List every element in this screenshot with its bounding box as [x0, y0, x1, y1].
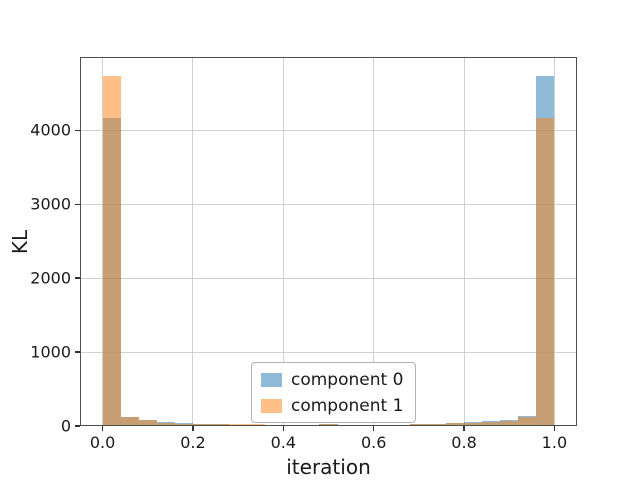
- x-tick-mark: [553, 426, 556, 431]
- x-axis-label: iteration: [286, 455, 371, 479]
- histogram-bar: [373, 424, 392, 426]
- y-tick-label: 1000: [30, 342, 71, 362]
- y-tick-mark: [75, 425, 80, 427]
- x-tick-mark: [101, 426, 104, 431]
- gridline-horizontal: [80, 129, 577, 131]
- histogram-bar: [319, 423, 338, 426]
- x-tick-mark: [463, 426, 465, 431]
- histogram-bar: [192, 424, 212, 426]
- y-tick-mark: [75, 129, 80, 131]
- bars-layer: [80, 57, 577, 426]
- histogram-bar: [482, 421, 501, 426]
- histogram-bar: [536, 118, 555, 426]
- legend-label: component 1: [291, 396, 404, 416]
- histogram-bar: [229, 424, 248, 426]
- y-tick-label: 4000: [30, 120, 71, 140]
- legend-item: component 0: [261, 370, 403, 390]
- gridline-vertical: [553, 57, 555, 426]
- plot-area: 0.0 0.2 0.4 0.6 0.8 1.0 0 1000 2000 3000 4000 iter…: [8, 57, 577, 479]
- gridline-vertical: [192, 57, 194, 426]
- histogram-bar: [174, 423, 193, 426]
- x-tick-mark: [192, 426, 194, 431]
- x-tick-mark: [282, 426, 284, 431]
- histogram-bar: [464, 422, 483, 426]
- gridline-horizontal: [80, 203, 577, 205]
- x-tick-mark: [373, 426, 375, 431]
- histogram-bar: [247, 424, 266, 426]
- histogram-bar: [156, 422, 175, 426]
- histogram-bar: [265, 424, 284, 426]
- y-tick-mark: [75, 351, 80, 353]
- histogram-bar: [518, 416, 537, 426]
- x-tick-label: 0.2: [180, 433, 206, 452]
- gridline-vertical: [282, 57, 284, 426]
- gridline-horizontal: [80, 351, 577, 353]
- histogram-bar: [500, 420, 519, 426]
- x-tick-label: 0.6: [360, 433, 387, 452]
- y-tick-label: 2000: [30, 268, 71, 288]
- histogram-bar: [102, 76, 121, 426]
- histogram-bar: [427, 423, 446, 426]
- gridline-vertical: [373, 57, 375, 426]
- y-tick-mark: [75, 277, 80, 279]
- histogram-bar: [409, 424, 428, 426]
- histogram-bar: [138, 419, 157, 426]
- x-tick-label: 0.4: [270, 433, 297, 452]
- histogram-bar: [355, 424, 374, 426]
- x-tick-label: 0.8: [451, 433, 477, 452]
- y-axis-label: KL: [8, 229, 33, 254]
- histogram-bar: [391, 424, 410, 426]
- gridline-horizontal: [80, 277, 577, 279]
- x-tick-label: 1.0: [541, 433, 568, 452]
- legend: component 0 component 1: [251, 362, 417, 423]
- histogram-bar: [211, 424, 230, 426]
- histogram-bar: [337, 424, 356, 426]
- histogram-bar: [283, 424, 302, 426]
- legend-item: component 1: [261, 396, 403, 416]
- legend-swatch: [261, 399, 282, 413]
- y-tick-label: 0: [60, 416, 71, 436]
- legend-swatch: [261, 373, 282, 387]
- histogram-bar: [445, 423, 465, 426]
- y-tick-label: 3000: [30, 194, 71, 214]
- x-tick-label: 0.0: [89, 433, 116, 452]
- legend-label: component 0: [291, 370, 404, 390]
- histogram-bar: [301, 424, 320, 426]
- gridline-vertical: [463, 57, 465, 426]
- y-tick-mark: [75, 203, 80, 205]
- histogram-bar: [120, 416, 139, 426]
